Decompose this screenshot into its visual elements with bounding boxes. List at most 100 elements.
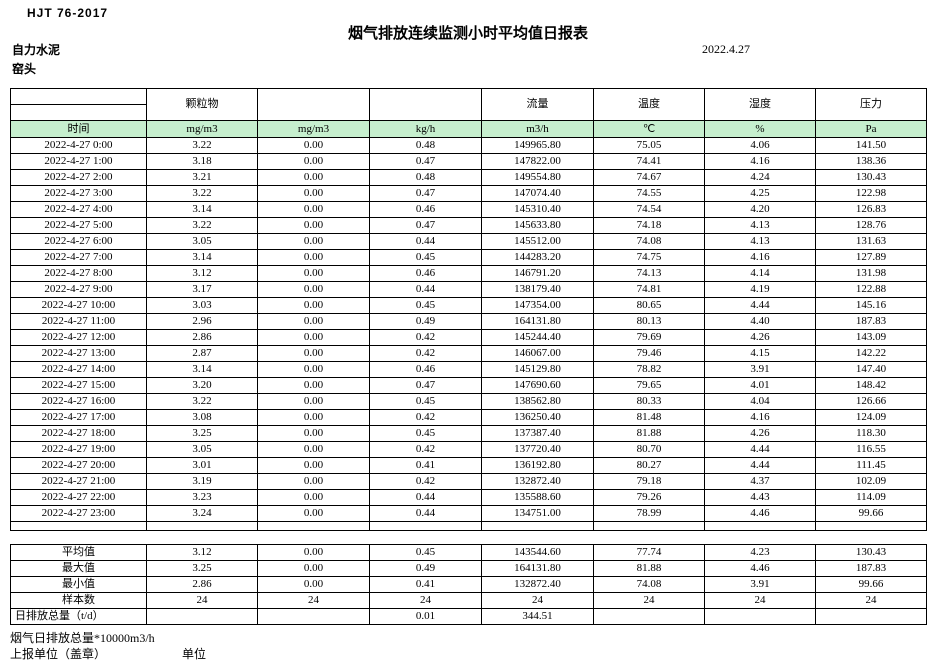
time-cell: 2022-4-27 18:00 [10, 425, 147, 442]
value-cell: 3.20 [146, 377, 258, 394]
value-cell: 124.09 [815, 409, 927, 426]
value-cell: 137720.40 [481, 441, 594, 458]
pressure-header-cell: 压力 [815, 88, 927, 121]
data-row: 2022-4-27 16:00 3.22 0.00 0.45 138562.80 80.3… [10, 393, 927, 410]
value-cell: 74.41 [593, 153, 705, 170]
value-cell: 0.00 [257, 345, 370, 362]
value-cell: 2.87 [146, 345, 258, 362]
data-row: 2022-4-27 6:00 3.05 0.00 0.44 145512.00 74.08… [10, 233, 927, 250]
summary-value-cell: 77.74 [593, 544, 705, 561]
value-cell: 78.99 [593, 505, 705, 522]
value-cell: 0.42 [369, 345, 482, 362]
value-cell: 4.26 [704, 425, 816, 442]
time-cell: 2022-4-27 7:00 [10, 249, 147, 266]
value-cell: 3.18 [146, 153, 258, 170]
summary-value-cell: 0.01 [369, 608, 482, 625]
value-cell: 0.44 [369, 505, 482, 522]
summary-value-cell: 24 [593, 592, 705, 609]
value-cell: 146067.00 [481, 345, 594, 362]
value-cell: 79.69 [593, 329, 705, 346]
value-cell: 81.48 [593, 409, 705, 426]
value-cell: 4.16 [704, 153, 816, 170]
value-cell: 3.03 [146, 297, 258, 314]
data-row: 2022-4-27 18:00 3.25 0.00 0.45 137387.40 81.8… [10, 425, 927, 442]
value-cell: 2.86 [146, 329, 258, 346]
value-cell: 0.00 [257, 409, 370, 426]
data-row: 2022-4-27 17:00 3.08 0.00 0.42 136250.40 81.4… [10, 409, 927, 426]
value-cell: 147074.40 [481, 185, 594, 202]
summary-value-cell: 0.41 [369, 576, 482, 593]
summary-value-cell: 187.83 [815, 560, 927, 577]
data-row: 2022-4-27 20:00 3.01 0.00 0.41 136192.80 80.2… [10, 457, 927, 474]
value-cell: 4.16 [704, 249, 816, 266]
time-cell: 2022-4-27 5:00 [10, 217, 147, 234]
value-cell: 0.48 [369, 169, 482, 186]
value-cell: 4.01 [704, 377, 816, 394]
data-row: 2022-4-27 9:00 3.17 0.00 0.44 138179.40 74.81… [10, 281, 927, 298]
data-row: 2022-4-27 15:00 3.20 0.00 0.47 147690.60 79.6… [10, 377, 927, 394]
value-cell: 4.15 [704, 345, 816, 362]
data-row: 2022-4-27 3:00 3.22 0.00 0.47 147074.40 74.55… [10, 185, 927, 202]
value-cell: 74.81 [593, 281, 705, 298]
value-cell: 147822.00 [481, 153, 594, 170]
summary-value-cell [257, 608, 370, 625]
summary-value-cell: 3.25 [146, 560, 258, 577]
value-cell: 0.42 [369, 473, 482, 490]
summary-value-cell: 0.00 [257, 576, 370, 593]
unit-cell-m3h: m3/h [481, 120, 594, 138]
value-cell: 4.06 [704, 137, 816, 154]
summary-value-cell: 3.12 [146, 544, 258, 561]
value-cell: 0.00 [257, 233, 370, 250]
time-unit-cell: 时间 [10, 120, 147, 138]
data-row: 2022-4-27 11:00 2.96 0.00 0.49 164131.80 80.1… [10, 313, 927, 330]
summary-value-cell: 4.46 [704, 560, 816, 577]
time-cell: 2022-4-27 13:00 [10, 345, 147, 362]
summary-value-cell [146, 608, 258, 625]
data-row: 2022-4-27 10:00 3.03 0.00 0.45 147354.00 80.6… [10, 297, 927, 314]
value-cell: 134751.00 [481, 505, 594, 522]
value-cell: 99.66 [815, 505, 927, 522]
summary-value-cell [704, 608, 816, 625]
summary-value-cell: 164131.80 [481, 560, 594, 577]
value-cell: 79.18 [593, 473, 705, 490]
value-cell: 0.00 [257, 457, 370, 474]
company-name: 自力水泥 [12, 43, 61, 57]
value-cell: 0.00 [257, 489, 370, 506]
summary-value-cell: 74.08 [593, 576, 705, 593]
value-cell: 74.75 [593, 249, 705, 266]
value-cell: 4.43 [704, 489, 816, 506]
unit-cell-celsius: ℃ [593, 120, 705, 138]
data-row: 2022-4-27 21:00 3.19 0.00 0.42 132872.40 79.1… [10, 473, 927, 490]
summary-row: 最小值 2.86 0.00 0.41 132872.40 74.08 3.91 99.66 [10, 576, 927, 593]
summary-label-cell: 最小值 [10, 576, 147, 593]
data-row: 2022-4-27 14:00 3.14 0.00 0.46 145129.80 78.8… [10, 361, 927, 378]
value-cell: 147690.60 [481, 377, 594, 394]
value-cell: 138.36 [815, 153, 927, 170]
value-cell: 0.42 [369, 409, 482, 426]
value-cell: 3.08 [146, 409, 258, 426]
value-cell: 3.05 [146, 233, 258, 250]
time-cell: 2022-4-27 6:00 [10, 233, 147, 250]
value-cell: 0.45 [369, 393, 482, 410]
value-cell: 3.12 [146, 265, 258, 282]
data-row: 2022-4-27 7:00 3.14 0.00 0.45 144283.20 74.75… [10, 249, 927, 266]
value-cell: 0.00 [257, 425, 370, 442]
value-cell: 136192.80 [481, 457, 594, 474]
value-cell: 127.89 [815, 249, 927, 266]
value-cell: 78.82 [593, 361, 705, 378]
value-cell: 0.47 [369, 185, 482, 202]
value-cell: 164131.80 [481, 313, 594, 330]
summary-value-cell: 0.00 [257, 544, 370, 561]
value-cell: 3.14 [146, 249, 258, 266]
value-cell: 145244.40 [481, 329, 594, 346]
value-cell: 130.43 [815, 169, 927, 186]
value-cell: 0.00 [257, 361, 370, 378]
summary-value-cell: 0.49 [369, 560, 482, 577]
time-cell: 2022-4-27 11:00 [10, 313, 147, 330]
value-cell: 0.42 [369, 329, 482, 346]
data-row: 2022-4-27 23:00 3.24 0.00 0.44 134751.00 78.9… [10, 505, 927, 522]
value-cell: 3.14 [146, 361, 258, 378]
data-row: 2022-4-27 5:00 3.22 0.00 0.47 145633.80 74.18… [10, 217, 927, 234]
value-cell: 4.44 [704, 441, 816, 458]
